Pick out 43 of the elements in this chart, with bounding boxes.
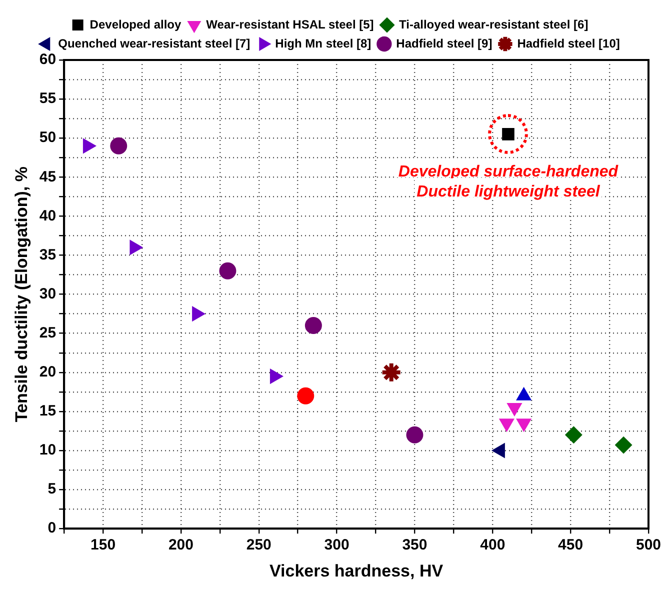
point [270,368,283,384]
point [130,240,143,255]
point [110,137,128,154]
legend-label: Wear-resistant HSAL steel [5] [206,17,374,32]
point [565,426,582,444]
legend-label: Hadfield steel [9] [396,36,492,50]
y-axis-title: Tensile ductility (Elongation), % [12,166,31,422]
y-tick-label: 30 [39,285,56,302]
point [304,317,322,334]
x-tick-label: 400 [480,536,506,554]
x-tick-label: 450 [558,536,584,554]
y-tick-label: 10 [39,442,56,459]
y-tick-label: 45 [39,168,56,186]
legend-label: Hadfield steel [10] [517,36,620,50]
point [406,426,424,444]
annotation: Developed surface-hardened Ductile lightweight steel [398,164,620,201]
x-axis-title: Vickers hardness, HV [270,561,444,580]
x-tick-label: 250 [246,536,272,554]
y-tick-label: 25 [39,324,56,342]
y-tick-label: 0 [48,520,56,537]
x-tick-label: 500 [636,536,661,554]
legend-label: Quenched wear-resistant steel [7] [58,36,250,50]
x-tick-label: 200 [168,536,194,554]
y-tick-label: 5 [48,480,56,498]
legend-label: Ti-alloyed wear-resistant steel [6] [399,17,588,32]
point [192,306,206,322]
x-tick-label: 350 [402,536,428,554]
x-tick-label: 150 [90,536,116,554]
x-tick-label: 300 [324,536,350,554]
legend-label: High Mn steel [8] [275,36,372,50]
legend-label: Developed alloy [90,17,182,32]
y-tick-label: 50 [39,129,56,146]
y-tick-label: 40 [39,207,56,224]
y-tick-label: 55 [39,90,56,108]
y-tick-label: 20 [39,364,56,381]
point [380,361,402,384]
point [82,138,96,154]
y-tick-label: 35 [39,246,56,264]
point [615,436,632,454]
y-tick-label: 60 [39,51,56,68]
point [219,262,236,280]
point [297,387,314,404]
y-tick-label: 15 [39,402,56,420]
